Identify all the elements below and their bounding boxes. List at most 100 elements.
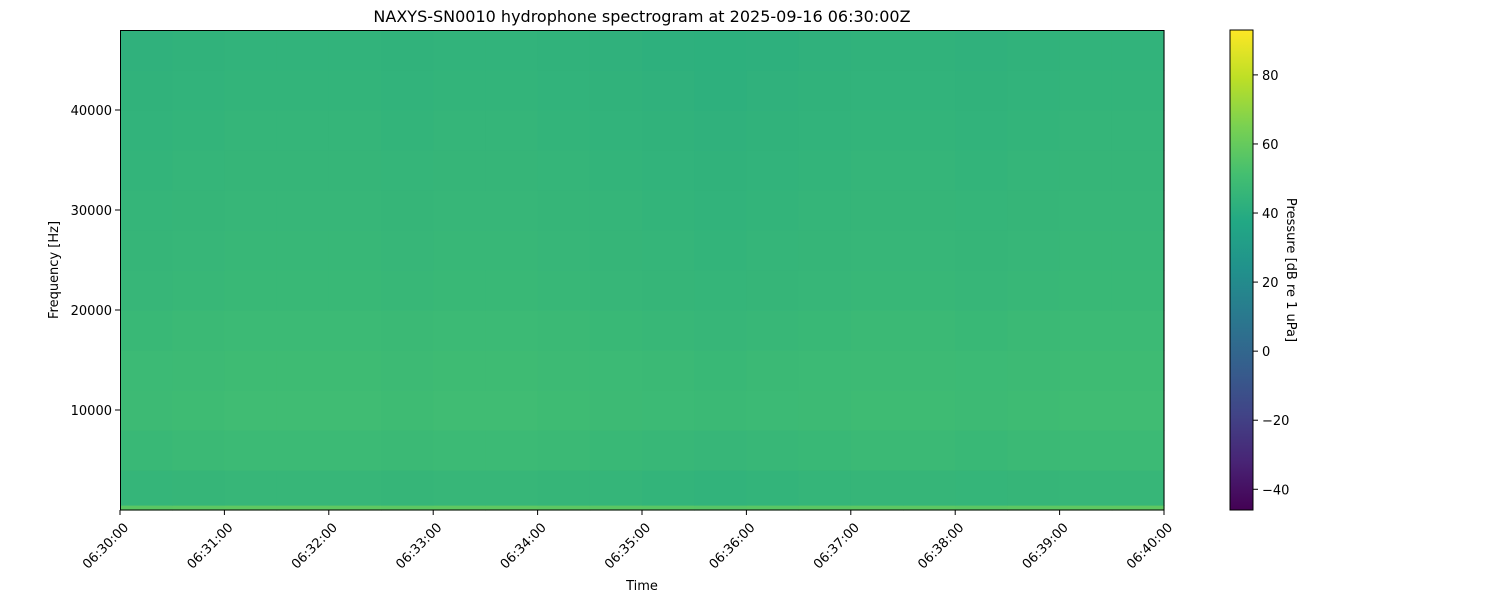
heatmap-cell <box>642 190 695 231</box>
heatmap-cell <box>172 110 225 151</box>
heatmap-cell <box>798 30 852 71</box>
heatmap-cell <box>589 390 643 431</box>
heatmap-cell <box>589 505 643 511</box>
heatmap-cell <box>1007 505 1061 511</box>
heatmap-cell <box>903 310 956 351</box>
heatmap-cell <box>537 270 591 311</box>
heatmap-cell <box>798 505 852 511</box>
heatmap-cell <box>694 505 747 511</box>
heatmap-cell <box>537 190 591 231</box>
heatmap-cell <box>328 390 382 431</box>
heatmap-cell <box>642 470 695 506</box>
heatmap-cell <box>850 310 904 351</box>
heatmap-cell <box>746 70 800 111</box>
heatmap-cell <box>746 190 800 231</box>
heatmap-cell <box>589 70 643 111</box>
heatmap-cell <box>955 470 1008 506</box>
heatmap-cell <box>798 150 852 191</box>
y-tick-label: 30000 <box>71 204 112 219</box>
heatmap-cell <box>1059 190 1113 231</box>
heatmap-cell <box>120 505 173 511</box>
heatmap-cell <box>224 110 278 151</box>
heatmap-cell <box>485 470 539 506</box>
heatmap-cell <box>694 350 747 391</box>
heatmap-cell <box>172 70 225 111</box>
x-tick-label: 06:31:00 <box>185 520 237 572</box>
heatmap-cell <box>589 150 643 191</box>
heatmap-cell <box>224 350 278 391</box>
heatmap-cell <box>224 390 278 431</box>
heatmap-cell <box>1059 270 1113 311</box>
heatmap-cell <box>850 390 904 431</box>
heatmap-cell <box>433 350 486 391</box>
heatmap-cell <box>955 430 1008 471</box>
heatmap-cell <box>1111 30 1165 71</box>
heatmap-cell <box>276 30 330 71</box>
heatmap-cell <box>537 350 591 391</box>
heatmap-cell <box>172 190 225 231</box>
heatmap-cell <box>224 505 278 511</box>
heatmap-cell <box>433 150 486 191</box>
heatmap-cell <box>642 70 695 111</box>
x-tick-label: 06:35:00 <box>602 520 654 572</box>
heatmap-cell <box>328 470 382 506</box>
heatmap-cell <box>1007 70 1061 111</box>
heatmap-cell <box>1059 230 1113 271</box>
heatmap-cell <box>955 390 1008 431</box>
heatmap-cell <box>746 505 800 511</box>
heatmap-cell <box>276 310 330 351</box>
heatmap-cell <box>328 350 382 391</box>
heatmap-cell <box>120 110 173 151</box>
heatmap-cell <box>1111 430 1165 471</box>
heatmap-cell <box>1111 150 1165 191</box>
heatmap-cell <box>903 190 956 231</box>
heatmap-cell <box>1111 190 1165 231</box>
heatmap-cell <box>1007 30 1061 71</box>
x-tick-label: 06:33:00 <box>393 520 445 572</box>
heatmap-cell <box>642 390 695 431</box>
heatmap-cell <box>224 190 278 231</box>
colorbar-tick-label: 0 <box>1262 345 1270 360</box>
heatmap-cell <box>850 150 904 191</box>
colorbar-tick-label: −20 <box>1262 414 1289 429</box>
heatmap-cell <box>589 310 643 351</box>
heatmap-cells <box>120 30 1165 511</box>
heatmap-cell <box>850 350 904 391</box>
heatmap-cell <box>120 470 173 506</box>
x-axis: 06:30:00 06:31:00 06:32:00 06:33:00 06:34:00… <box>80 510 1176 572</box>
heatmap-cell <box>485 230 539 271</box>
heatmap-cell <box>172 270 225 311</box>
heatmap-cell <box>642 430 695 471</box>
heatmap-cell <box>850 470 904 506</box>
heatmap-cell <box>172 350 225 391</box>
heatmap-cell <box>642 110 695 151</box>
heatmap-cell <box>485 70 539 111</box>
heatmap-cell <box>276 350 330 391</box>
heatmap-cell <box>589 190 643 231</box>
heatmap-cell <box>589 110 643 151</box>
heatmap-cell <box>903 230 956 271</box>
heatmap-cell <box>903 505 956 511</box>
heatmap-cell <box>224 70 278 111</box>
heatmap-cell <box>381 110 434 151</box>
heatmap-cell <box>537 70 591 111</box>
y-axis-label: Frequency [Hz] <box>47 221 62 319</box>
heatmap-cell <box>955 350 1008 391</box>
heatmap-cell <box>694 430 747 471</box>
heatmap-cell <box>120 230 173 271</box>
heatmap-cell <box>485 310 539 351</box>
heatmap-cell <box>746 270 800 311</box>
x-tick-label: 06:34:00 <box>498 520 550 572</box>
heatmap-cell <box>1007 390 1061 431</box>
heatmap-cell <box>328 430 382 471</box>
y-tick-label: 10000 <box>71 404 112 419</box>
x-tick-label: 06:38:00 <box>915 520 967 572</box>
heatmap-cell <box>433 190 486 231</box>
heatmap-cell <box>1111 270 1165 311</box>
heatmap-cell <box>1007 190 1061 231</box>
heatmap-cell <box>381 430 434 471</box>
heatmap-cell <box>172 310 225 351</box>
heatmap-cell <box>381 350 434 391</box>
heatmap-cell <box>850 110 904 151</box>
heatmap-cell <box>328 190 382 231</box>
